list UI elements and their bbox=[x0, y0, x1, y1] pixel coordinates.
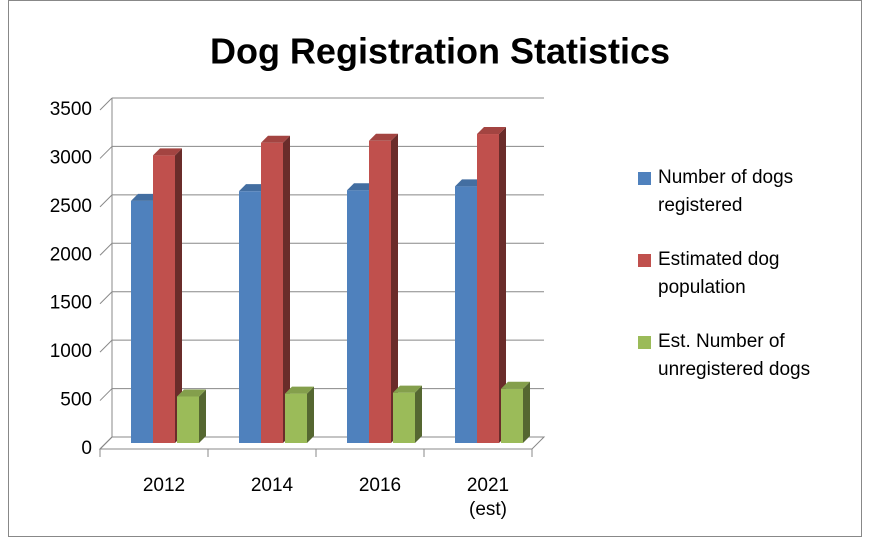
x-tick-label: 2016 bbox=[358, 475, 402, 496]
bar bbox=[285, 393, 307, 443]
bar-top bbox=[239, 184, 268, 192]
bar bbox=[131, 200, 153, 443]
bar bbox=[153, 155, 175, 443]
bar-side bbox=[523, 381, 530, 443]
y-tick-label: 3500 bbox=[50, 99, 92, 120]
bar-side bbox=[283, 135, 290, 443]
bar-top bbox=[369, 133, 398, 141]
bar bbox=[369, 140, 391, 443]
legend-label: Est. Number of unregistered dogs bbox=[658, 331, 811, 380]
legend-swatch bbox=[638, 336, 651, 349]
x-tick-label: 2014 bbox=[250, 475, 294, 496]
tick-mark bbox=[99, 388, 113, 401]
y-tick-label: 0 bbox=[81, 438, 92, 459]
bar bbox=[261, 142, 283, 443]
bar-side bbox=[307, 386, 314, 443]
bar-top bbox=[261, 135, 290, 143]
y-tick-label: 500 bbox=[60, 390, 92, 411]
legend-label: Estimated dog population bbox=[658, 249, 780, 298]
bar-side bbox=[199, 389, 206, 443]
bar-side bbox=[499, 127, 506, 444]
legend-swatch bbox=[638, 172, 651, 185]
y-tick-label: 1000 bbox=[50, 341, 92, 362]
bar bbox=[477, 134, 499, 444]
chart-title: Dog Registration Statistics bbox=[210, 31, 670, 72]
bar bbox=[177, 396, 199, 443]
bar-top bbox=[393, 385, 422, 393]
bar-side bbox=[175, 148, 182, 443]
x-tick-label: 2012 bbox=[142, 475, 186, 496]
bar-top bbox=[177, 389, 206, 397]
bar-top bbox=[477, 127, 506, 135]
tick-mark bbox=[99, 146, 113, 159]
bar-top bbox=[347, 183, 376, 191]
bar bbox=[239, 191, 261, 443]
y-tick-label: 1500 bbox=[50, 293, 92, 314]
x-tick-label: 2021 (est) bbox=[466, 475, 510, 520]
y-tick-label: 2000 bbox=[50, 244, 92, 265]
bar bbox=[501, 388, 523, 443]
legend-label: Number of dogs registered bbox=[658, 167, 794, 216]
bar-top bbox=[153, 148, 182, 156]
bar bbox=[455, 186, 477, 444]
bar bbox=[393, 392, 415, 443]
bar-top bbox=[455, 179, 484, 187]
legend-swatch bbox=[638, 254, 651, 267]
y-tick-label: 2500 bbox=[50, 196, 92, 217]
bar-side bbox=[415, 385, 422, 443]
tick-mark bbox=[99, 436, 113, 450]
tick-mark bbox=[99, 339, 113, 353]
y-tick-label: 3000 bbox=[50, 147, 92, 168]
bar-top bbox=[285, 386, 314, 394]
bar-side bbox=[391, 133, 398, 443]
bar bbox=[347, 190, 369, 443]
tick-mark bbox=[99, 242, 113, 256]
bar-top bbox=[131, 193, 160, 201]
tick-mark bbox=[99, 194, 113, 208]
bar-top bbox=[501, 381, 530, 389]
tick-mark bbox=[99, 97, 113, 111]
tick-mark bbox=[99, 291, 113, 305]
